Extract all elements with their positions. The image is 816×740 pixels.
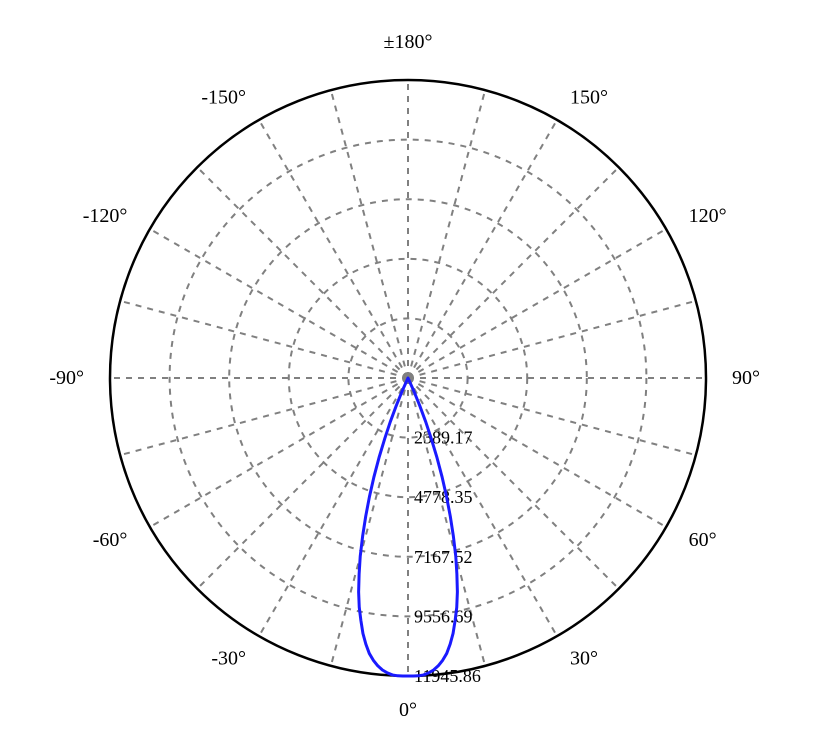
angle-label: 0° — [399, 699, 417, 721]
spoke — [408, 301, 696, 378]
angle-label: -120° — [83, 205, 128, 227]
spoke — [408, 90, 485, 378]
spoke — [259, 378, 408, 636]
angle-label: -150° — [201, 86, 246, 108]
spoke — [120, 378, 408, 455]
spoke — [197, 167, 408, 378]
ring-label: 9556.69 — [414, 606, 473, 626]
spoke — [150, 229, 408, 378]
angle-label: 30° — [570, 648, 598, 670]
angle-label: 60° — [689, 529, 717, 551]
spoke — [197, 378, 408, 589]
angle-label: -60° — [93, 529, 128, 551]
spoke — [408, 120, 557, 378]
spoke — [331, 90, 408, 378]
angle-label: 90° — [732, 367, 760, 389]
ring-label: 7167.52 — [414, 547, 473, 567]
spoke — [408, 229, 666, 378]
angle-label: -30° — [211, 648, 246, 670]
spoke — [408, 167, 619, 378]
angle-label: ±180° — [384, 31, 433, 53]
angle-label: 150° — [570, 86, 608, 108]
ring-label: 2389.17 — [414, 428, 473, 448]
spoke — [259, 120, 408, 378]
angle-label: 120° — [689, 205, 727, 227]
ring-label: 4778.35 — [414, 487, 473, 507]
spoke — [120, 301, 408, 378]
spoke — [331, 378, 408, 666]
angle-label: -90° — [49, 367, 84, 389]
polar-chart: 2389.174778.357167.529556.6911945.86±180… — [0, 0, 816, 740]
